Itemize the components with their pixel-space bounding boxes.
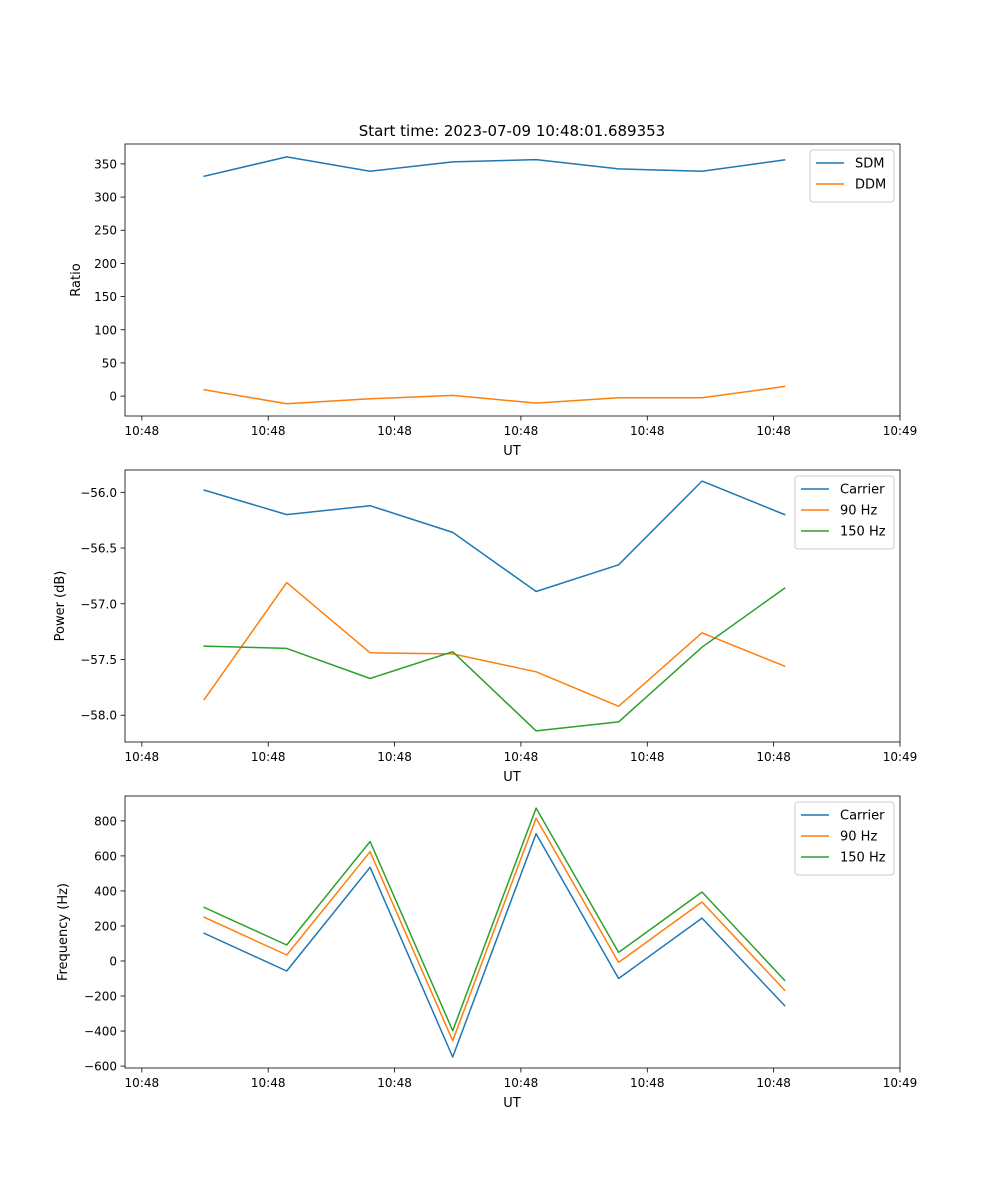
power-series-lines [203,480,786,732]
power-y-tick-label: −56.5 [80,542,117,556]
frequency-y-tick-label: −600 [84,1060,117,1074]
frequency-x-tick-label: 10:49 [883,1076,918,1090]
power-y-tick-label: −56.0 [80,486,117,500]
frequency-y-tick-label: 0 [109,954,117,968]
ratio-y-tick-label: 150 [94,290,117,304]
ratio-y-tick-label: 250 [94,224,117,238]
ratio-axes-frame [124,143,901,417]
ratio-series-ddm-line [203,385,786,405]
ratio-chart: 10:48 10:48 10:48 10:48 10:48 10:48 10:49 0 50 10… [69,143,918,459]
frequency-chart: 10:48 10:48 10:48 10:48 10:48 10:48 10:49 −600 −… [56,795,918,1111]
ratio-x-tick-label: 10:48 [125,424,160,438]
power-y-tick-label: −58.0 [80,709,117,723]
power-axes-frame [124,469,901,743]
frequency-axes-frame [124,795,901,1069]
frequency-y-tick-label: −200 [84,990,117,1004]
power-x-tick-label: 10:49 [883,750,918,764]
ratio-series-sdm-line [203,156,786,178]
frequency-x-tick-label: 10:48 [125,1076,160,1090]
power-x-tick-label: 10:48 [251,750,286,764]
ratio-y-tick-label: 50 [102,356,117,370]
frequency-series-carrier-line [203,832,786,1058]
ratio-y-tick-label: 100 [94,323,117,337]
power-chart: 10:48 10:48 10:48 10:48 10:48 10:48 10:49 −56.0… [53,469,918,785]
power-x-tick-label: 10:48 [504,750,539,764]
ratio-x-axis-label: UT [503,444,521,459]
frequency-y-tick-label: −400 [84,1025,117,1039]
ratio-legend-label-ddm: DDM [855,178,886,193]
power-y-axis-label: Power (dB) [53,571,68,642]
power-x-tick-label: 10:48 [377,750,412,764]
frequency-y-axis-label: Frequency (Hz) [56,883,71,981]
frequency-x-tick-label: 10:48 [630,1076,665,1090]
frequency-x-tick-label: 10:48 [756,1076,791,1090]
ratio-legend-label-sdm: SDM [855,157,884,172]
power-y-tick-label: −57.0 [80,597,117,611]
power-x-tick-label: 10:48 [125,750,160,764]
power-x-axis-label: UT [503,770,521,785]
frequency-x-axis-label: UT [503,1096,521,1111]
frequency-y-tick-label: 800 [94,814,117,828]
power-series-90-hz-line [203,581,786,708]
ratio-x-tick-label: 10:48 [630,424,665,438]
power-x-tick-label: 10:48 [756,750,791,764]
power-legend: Carrier 90 Hz 150 Hz [794,475,895,550]
ratio-y-axis-label: Ratio [69,263,84,296]
power-series-carrier-line [203,480,786,593]
frequency-legend-label-90-hz: 90 Hz [840,830,877,845]
frequency-legend-label-150-hz: 150 Hz [840,851,886,866]
frequency-x-tick-label: 10:48 [504,1076,539,1090]
ratio-x-tick-label: 10:49 [883,424,918,438]
ratio-y-tick-label: 300 [94,191,117,205]
ratio-x-tick-label: 10:48 [504,424,539,438]
frequency-y-tick-label: 600 [94,849,117,863]
frequency-legend-label-carrier: Carrier [840,809,885,824]
ratio-series-lines [203,156,786,405]
frequency-x-tick-label: 10:48 [251,1076,286,1090]
power-legend-label-150-hz: 150 Hz [840,525,886,540]
ratio-x-tick-label: 10:48 [377,424,412,438]
frequency-series-150-hz-line [203,807,786,1032]
frequency-y-tick-label: 200 [94,919,117,933]
frequency-legend: Carrier 90 Hz 150 Hz [794,801,895,876]
frequency-series-90-hz-line [203,817,786,1042]
power-y-tick-label: −57.5 [80,653,117,667]
ratio-y-tick-label: 350 [94,157,117,171]
ratio-y-tick-label: 200 [94,257,117,271]
ratio-y-tick-label: 0 [109,390,117,404]
frequency-y-tick-label: 400 [94,884,117,898]
ratio-x-tick-label: 10:48 [251,424,286,438]
power-legend-label-carrier: Carrier [840,483,885,498]
ratio-legend: SDM DDM [809,149,895,203]
power-series-150-hz-line [203,587,786,732]
frequency-series-lines [203,807,786,1058]
figure-title: Start time: 2023-07-09 10:48:01.689353 [359,122,665,140]
ratio-x-tick-label: 10:48 [756,424,791,438]
power-x-tick-label: 10:48 [630,750,665,764]
power-legend-label-90-hz: 90 Hz [840,504,877,519]
frequency-x-tick-label: 10:48 [377,1076,412,1090]
